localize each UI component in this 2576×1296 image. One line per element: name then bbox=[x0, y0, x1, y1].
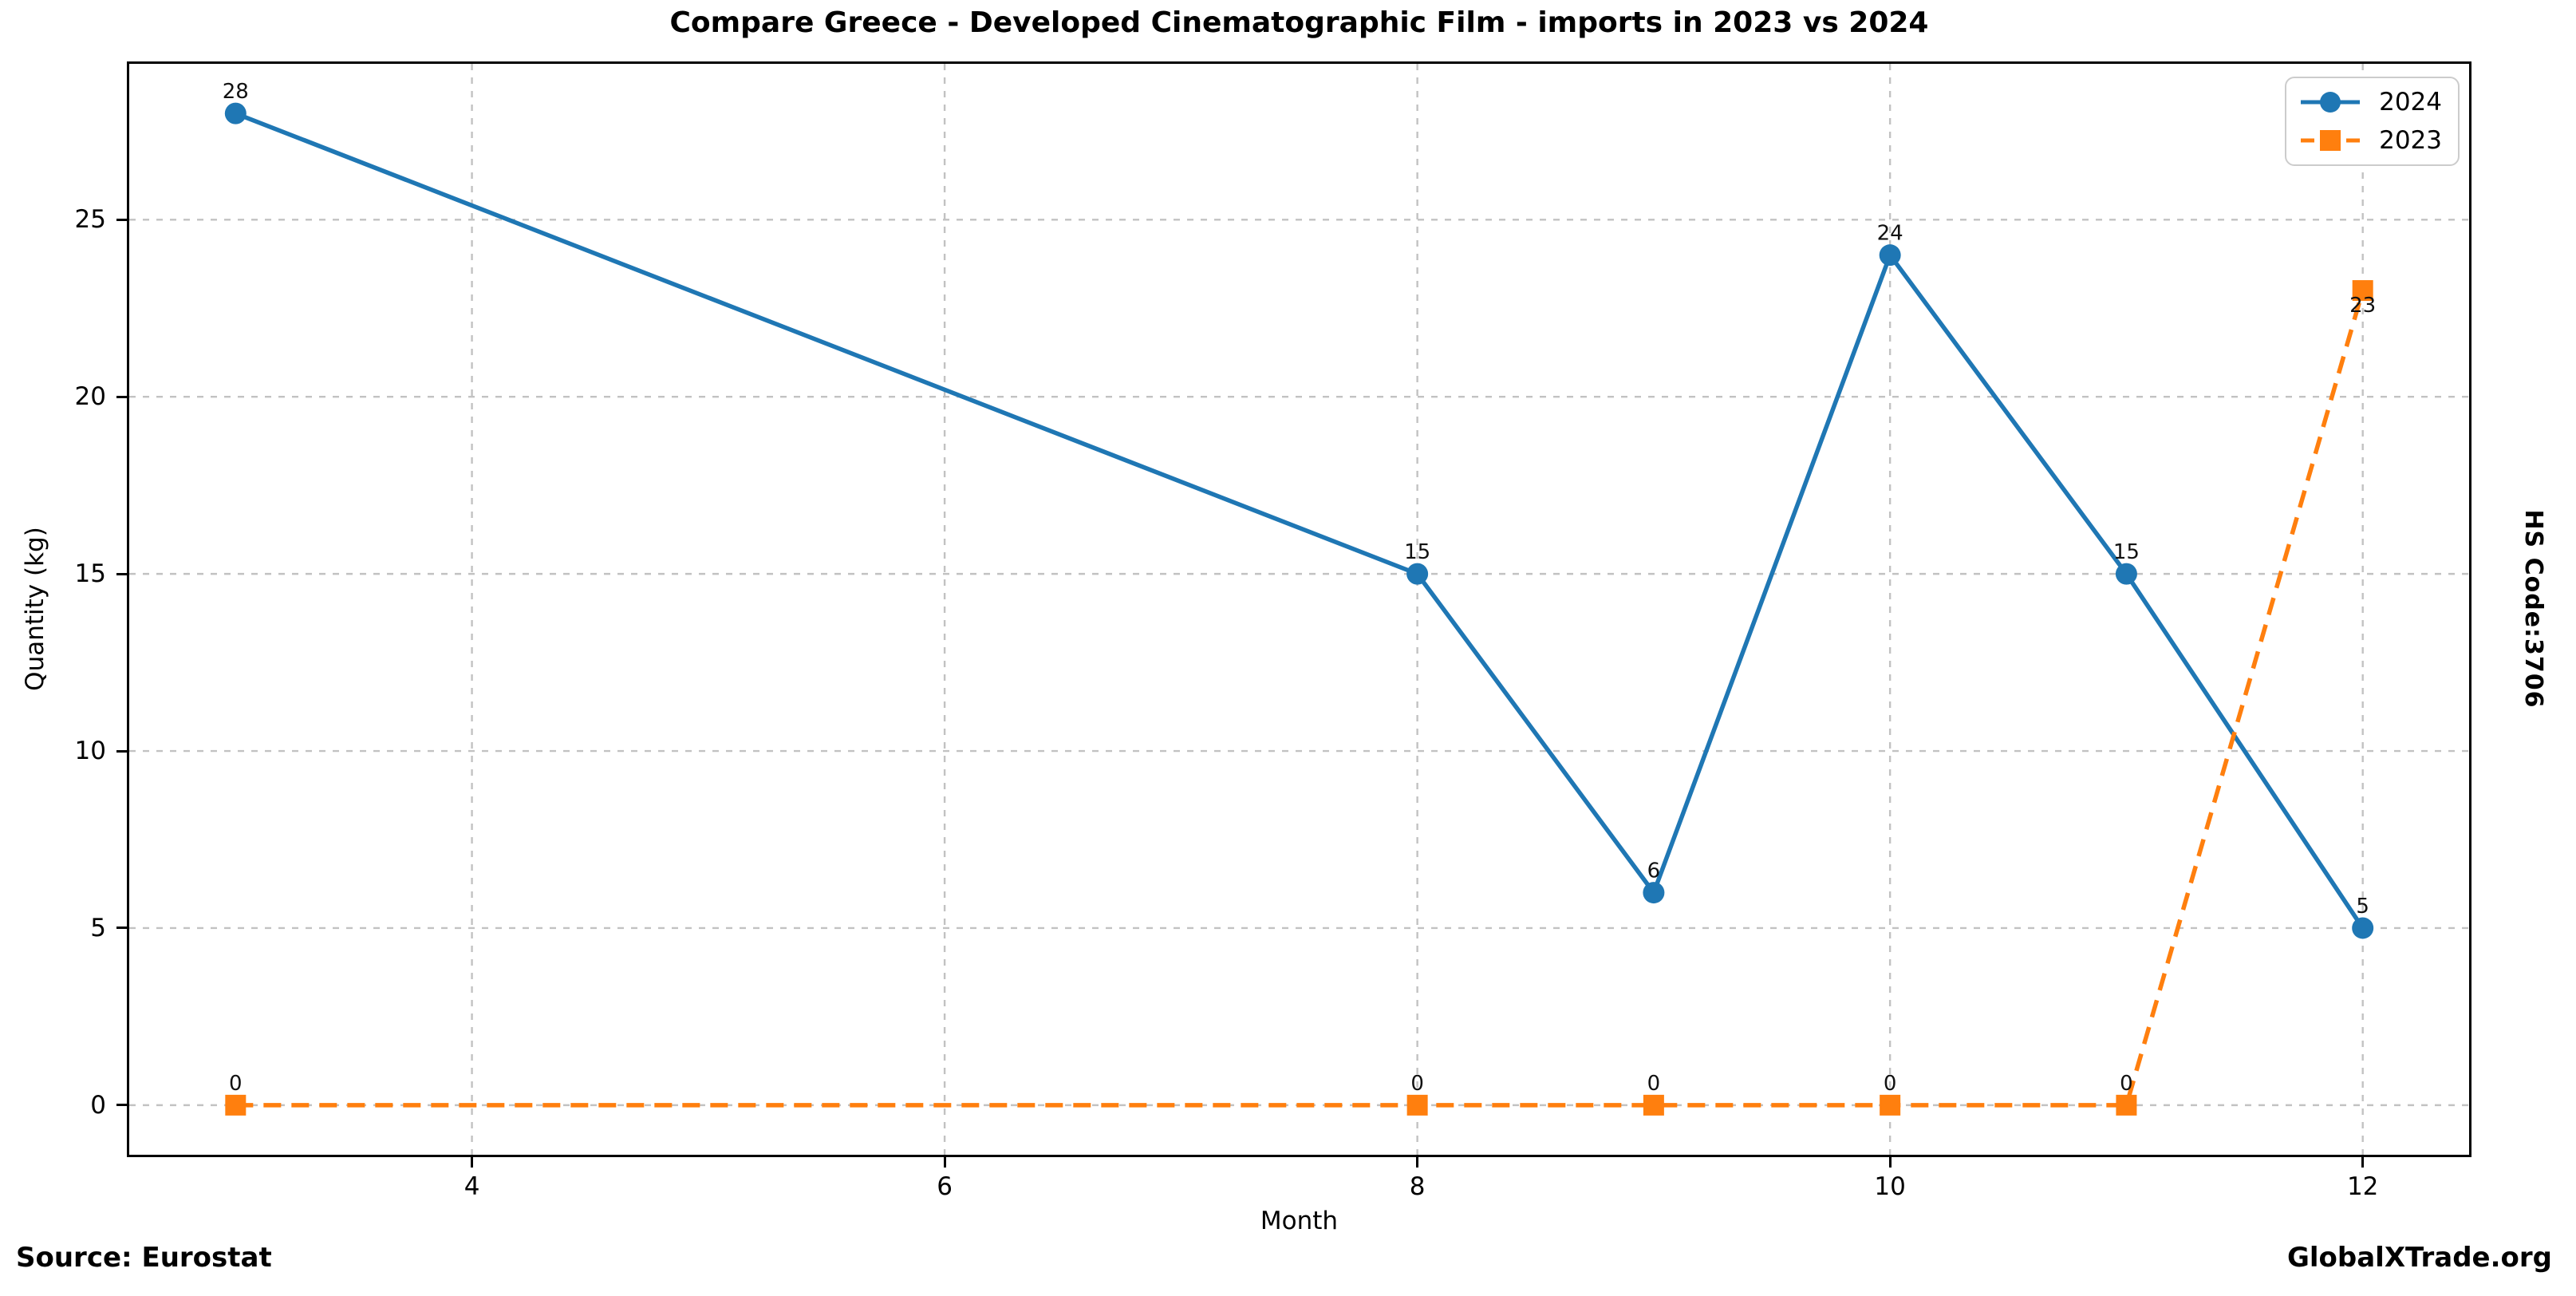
x-tick-label: 6 bbox=[937, 1172, 953, 1201]
brand-label: GlobalXTrade.org bbox=[2286, 1242, 2552, 1274]
data-point-2023 bbox=[1406, 1094, 1428, 1116]
y-tick-label: 20 bbox=[74, 382, 106, 412]
chart-canvas: 28 15 6 24 15 5 0 0 0 0 0 23 bbox=[129, 64, 2469, 1155]
data-point-2024 bbox=[2115, 563, 2137, 585]
x-tick-mark bbox=[471, 1157, 474, 1168]
legend-label-2024: 2024 bbox=[2379, 88, 2442, 117]
series-line-2024 bbox=[235, 111, 2365, 930]
y-tick-mark bbox=[116, 218, 127, 221]
y-tick-mark bbox=[116, 749, 127, 753]
source-attribution: Source: Eurostat bbox=[16, 1242, 272, 1274]
y-tick-mark bbox=[116, 1104, 127, 1107]
legend-swatch-2024-line-circle-icon bbox=[2301, 92, 2361, 113]
y-tick-label: 10 bbox=[74, 737, 106, 766]
x-axis-label: Month bbox=[1260, 1207, 1339, 1235]
point-value-label: 0 bbox=[1884, 1072, 1897, 1096]
y-tick-label: 15 bbox=[74, 559, 106, 589]
x-tick-label: 8 bbox=[1409, 1172, 1426, 1201]
data-point-2023 bbox=[1643, 1094, 1664, 1116]
x-tick-mark bbox=[2361, 1157, 2365, 1168]
x-tick-label: 4 bbox=[464, 1172, 480, 1201]
point-value-label: 28 bbox=[223, 80, 249, 104]
y-tick-label: 5 bbox=[90, 913, 106, 942]
point-value-label: 24 bbox=[1877, 222, 1903, 246]
legend-swatch-2023-dash-square-icon bbox=[2301, 130, 2361, 151]
legend-label-2023: 2023 bbox=[2379, 126, 2442, 155]
data-point-2023 bbox=[2352, 280, 2373, 302]
x-tick-label: 12 bbox=[2346, 1172, 2379, 1201]
y-axis-label: Quantity (kg) bbox=[21, 527, 49, 691]
point-value-label: 15 bbox=[1404, 540, 1430, 564]
legend-item-2023: 2023 bbox=[2299, 126, 2442, 155]
data-point-2024 bbox=[1643, 882, 1665, 904]
y-tick-mark bbox=[116, 572, 127, 575]
point-value-label: 5 bbox=[2356, 895, 2369, 919]
data-point-2023 bbox=[225, 1094, 247, 1116]
data-point-2024 bbox=[224, 102, 247, 124]
point-value-label: 23 bbox=[2349, 294, 2376, 318]
data-point-2024 bbox=[1879, 244, 1901, 267]
point-value-label: 0 bbox=[2120, 1072, 2133, 1096]
data-point-2023 bbox=[1880, 1094, 1901, 1116]
data-point-2024 bbox=[1406, 563, 1429, 585]
x-tick-label: 10 bbox=[1874, 1172, 1906, 1201]
plot-area: 28 15 6 24 15 5 0 0 0 0 0 23 2024 2023 bbox=[127, 61, 2471, 1157]
point-value-label: 15 bbox=[2113, 540, 2140, 564]
data-point-2024 bbox=[2352, 917, 2374, 939]
series-line-2023 bbox=[235, 290, 2365, 1108]
y-tick-label: 25 bbox=[74, 205, 106, 235]
y-tick-label: 0 bbox=[90, 1090, 106, 1120]
y-tick-mark bbox=[116, 927, 127, 930]
x-tick-mark bbox=[1888, 1157, 1892, 1168]
point-value-label: 0 bbox=[1410, 1072, 1424, 1096]
point-value-label: 0 bbox=[229, 1072, 243, 1096]
x-tick-mark bbox=[1416, 1157, 1419, 1168]
x-tick-mark bbox=[943, 1157, 946, 1168]
data-point-2023 bbox=[2116, 1094, 2137, 1116]
point-value-label: 6 bbox=[1647, 859, 1661, 883]
y-tick-mark bbox=[116, 395, 127, 398]
legend-item-2024: 2024 bbox=[2299, 88, 2442, 117]
hs-code-label: HS Code:3706 bbox=[2519, 509, 2547, 709]
legend: 2024 2023 bbox=[2285, 77, 2460, 166]
chart-title: Compare Greece - Developed Cinematograph… bbox=[669, 6, 1929, 39]
point-value-label: 0 bbox=[1647, 1072, 1661, 1096]
